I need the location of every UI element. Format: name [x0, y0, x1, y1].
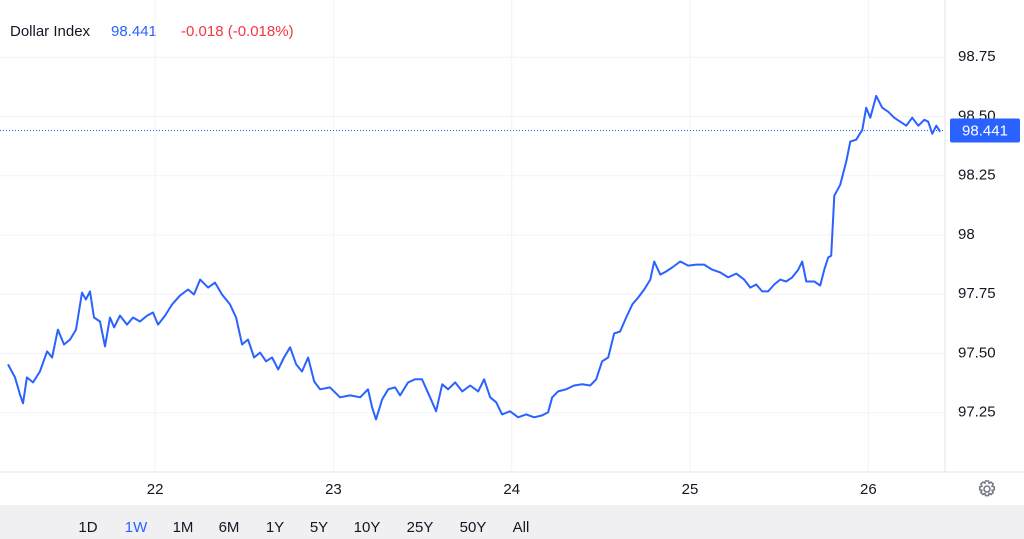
range-button[interactable]: 1M [173, 519, 194, 536]
range-button[interactable]: 6M [219, 519, 240, 536]
settings-icon[interactable] [978, 480, 996, 497]
x-tick-label: 22 [147, 481, 164, 498]
x-tick-label: 23 [325, 481, 342, 498]
last-value: 98.441 [111, 23, 157, 40]
change: -0.018 (-0.018%) [181, 23, 294, 40]
y-tick-label: 98.75 [958, 48, 996, 65]
last-value-label: 98.441 [962, 122, 1008, 139]
y-tick-label: 98 [958, 226, 975, 243]
range-button[interactable]: All [513, 519, 530, 536]
range-button[interactable]: 1D [78, 519, 97, 536]
range-bar [0, 505, 1024, 539]
x-tick-label: 24 [503, 481, 520, 498]
y-tick-label: 97.75 [958, 285, 996, 302]
last-value-tag [950, 118, 1020, 143]
range-button[interactable]: 50Y [460, 519, 487, 536]
range-button[interactable]: 5Y [310, 519, 328, 536]
y-tick-label: 97.50 [958, 344, 996, 361]
price-line [7, 94, 942, 421]
x-tick-label: 25 [682, 481, 699, 498]
range-button[interactable]: 25Y [407, 519, 434, 536]
range-button[interactable]: 10Y [354, 519, 381, 536]
y-tick-label: 97.25 [958, 404, 996, 421]
range-button[interactable]: 1W [125, 519, 148, 536]
chart-title: Dollar Index [10, 23, 91, 40]
x-tick-label: 26 [860, 481, 877, 498]
y-tick-label: 98.25 [958, 167, 996, 184]
range-button[interactable]: 1Y [266, 519, 284, 536]
